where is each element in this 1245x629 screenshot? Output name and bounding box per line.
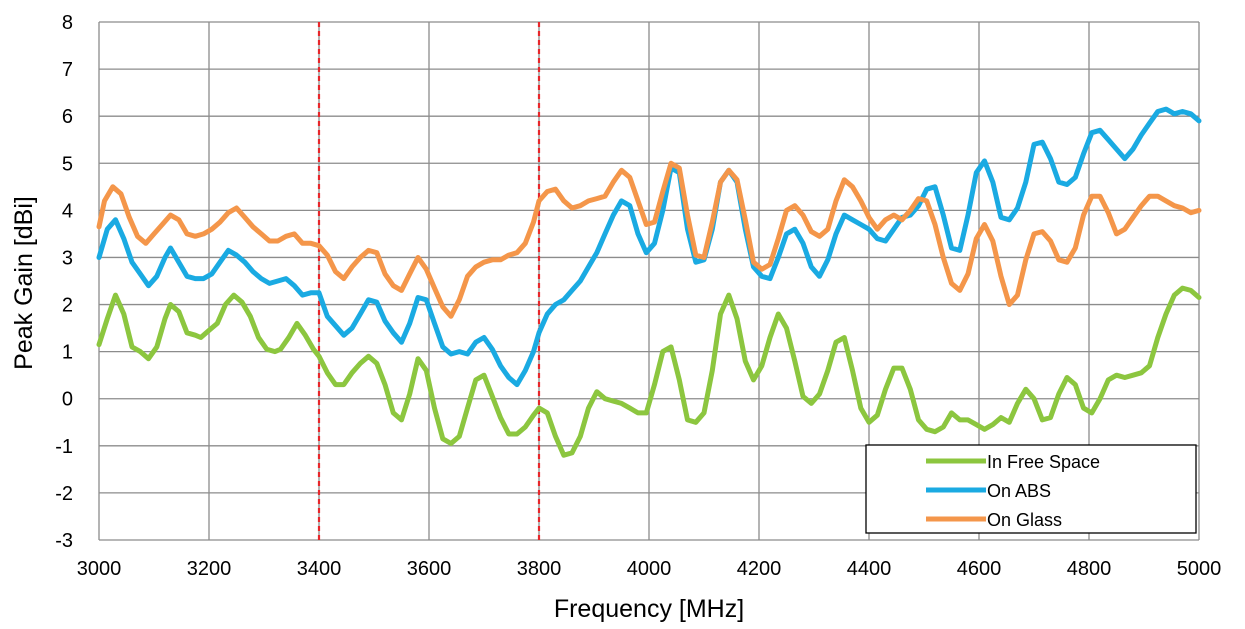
x-tick-label: 4800 (1067, 558, 1112, 580)
series-line-in-free-space (96, 285, 1202, 458)
legend-label-on-glass: On Glass (987, 510, 1062, 530)
x-tick-label: 3800 (517, 558, 562, 580)
y-tick-label: 1 (62, 342, 73, 364)
x-tick-label: 3600 (407, 558, 452, 580)
y-tick-label: 5 (62, 153, 73, 175)
x-tick-label: 4400 (847, 558, 892, 580)
x-tick-label: 3200 (187, 558, 232, 580)
y-tick-label: 2 (62, 295, 73, 317)
legend-label-in-free-space: In Free Space (987, 452, 1100, 472)
y-tick-label: -1 (55, 436, 73, 458)
y-tick-label: 8 (62, 12, 73, 34)
series-line-on-abs (96, 106, 1202, 388)
legend-label-on-abs: On ABS (987, 481, 1051, 501)
x-tick-label: 4200 (737, 558, 782, 580)
y-tick-label: 4 (62, 200, 73, 222)
y-tick-label: -3 (55, 530, 73, 552)
x-axis-title: Frequency [MHz] (554, 595, 744, 623)
y-tick-label: 7 (62, 59, 73, 81)
x-tick-label: 4600 (957, 558, 1002, 580)
series-group (96, 106, 1202, 458)
y-tick-label: 6 (62, 106, 73, 128)
y-tick-label: 0 (62, 389, 73, 411)
y-axis-title: Peak Gain [dBi] (10, 196, 38, 370)
legend: In Free Space On ABS On Glass (865, 444, 1197, 534)
legend-box (865, 444, 1197, 534)
tick-labels: 3000 3200 3400 3600 3800 4000 4200 4400 4600 4800… (55, 12, 1221, 580)
x-tick-label: 3400 (297, 558, 342, 580)
x-tick-label: 3000 (77, 558, 122, 580)
x-tick-label: 5000 (1177, 558, 1222, 580)
series-line-on-glass (96, 160, 1202, 319)
y-tick-label: -2 (55, 483, 73, 505)
y-tick-label: 3 (62, 247, 73, 269)
x-tick-label: 4000 (627, 558, 672, 580)
